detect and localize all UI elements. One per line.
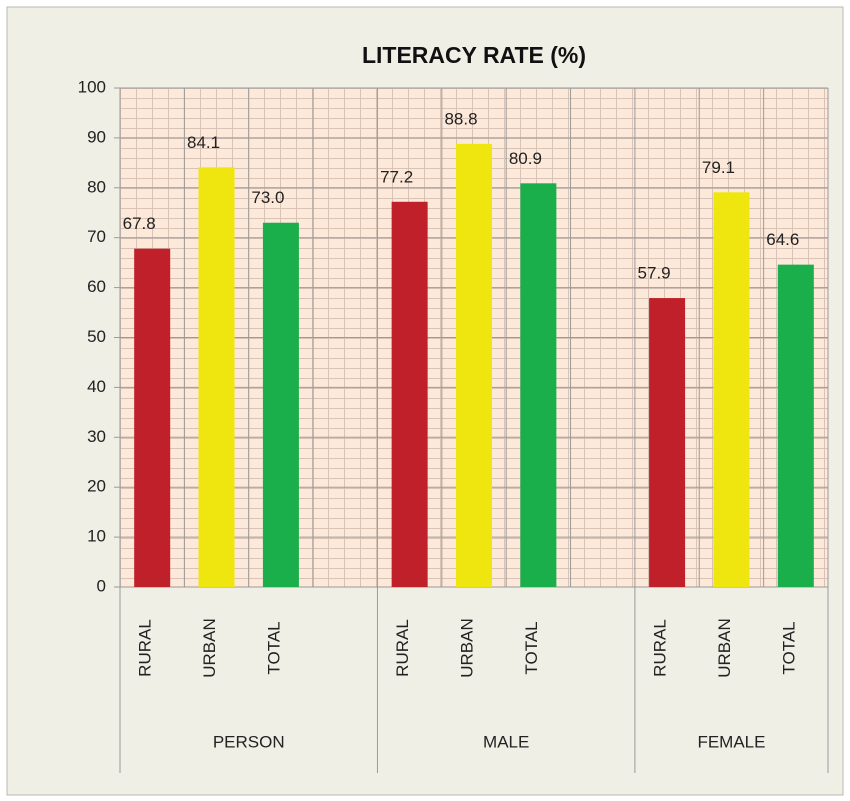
x-tick-label: TOTAL (522, 621, 541, 674)
x-tick-label: RURAL (651, 619, 670, 677)
data-label: 64.6 (766, 230, 799, 249)
y-tick-label: 10 (87, 527, 106, 546)
y-tick-label: 40 (87, 377, 106, 396)
data-label: 77.2 (380, 167, 413, 186)
bar (713, 192, 750, 587)
bar (198, 167, 235, 587)
y-tick-label: 20 (87, 477, 106, 496)
group-label: FEMALE (697, 732, 765, 751)
x-tick-label: TOTAL (264, 621, 283, 674)
y-tick-label: 80 (87, 177, 106, 196)
y-tick-label: 70 (87, 227, 106, 246)
y-tick-label: 60 (87, 277, 106, 296)
data-label: 80.9 (509, 149, 542, 168)
data-label: 73.0 (251, 188, 284, 207)
group-label: MALE (483, 732, 529, 751)
bar (262, 222, 299, 588)
bar (134, 248, 171, 588)
x-tick-label: URBAN (715, 618, 734, 678)
y-tick-label: 0 (97, 576, 106, 595)
y-tick-label: 50 (87, 327, 106, 346)
x-tick-label: RURAL (136, 619, 155, 677)
y-tick-label: 90 (87, 127, 106, 146)
x-tick-label: RURAL (393, 619, 412, 677)
bar (456, 143, 492, 587)
data-label: 88.8 (444, 109, 477, 128)
bar (649, 298, 686, 587)
group-label: PERSON (213, 732, 285, 751)
bar (520, 183, 557, 587)
bar (391, 201, 428, 587)
data-label: 57.9 (638, 264, 671, 283)
bar (777, 264, 814, 587)
x-tick-label: URBAN (200, 618, 219, 678)
data-label: 79.1 (702, 158, 735, 177)
x-tick-label: URBAN (457, 618, 476, 678)
y-tick-label: 100 (78, 77, 106, 96)
y-tick-label: 30 (87, 427, 106, 446)
data-label: 84.1 (187, 133, 220, 152)
x-tick-label: TOTAL (779, 621, 798, 674)
data-label: 67.8 (123, 214, 156, 233)
chart-title: LITERACY RATE (%) (362, 42, 586, 68)
